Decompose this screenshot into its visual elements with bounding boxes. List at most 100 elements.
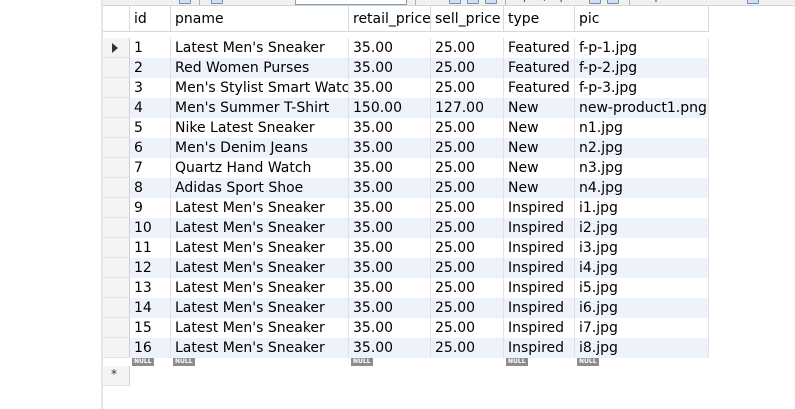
cell-pname[interactable]: Men's Denim Jeans [171, 138, 349, 158]
cell-pname[interactable]: Men's Stylist Smart Watch [171, 78, 349, 98]
cell-pic[interactable]: i3.jpg [575, 238, 709, 258]
row-indicator[interactable] [103, 198, 130, 218]
cell-retail-price[interactable]: 35.00 [349, 78, 431, 98]
export-icon[interactable] [589, 0, 601, 4]
cell-pic[interactable]: i1.jpg [575, 198, 709, 218]
cell-type[interactable]: New [504, 98, 575, 118]
cell-sell-price[interactable]: 25.00 [431, 298, 504, 318]
cell-pname[interactable]: Red Women Purses [171, 58, 349, 78]
cell-pic[interactable]: i4.jpg [575, 258, 709, 278]
cell-sell-price[interactable]: 25.00 [431, 138, 504, 158]
cell-retail-price[interactable]: 35.00 [349, 218, 431, 238]
cell-retail-price[interactable]: 35.00 [349, 38, 431, 58]
cell-pic[interactable]: i7.jpg [575, 318, 709, 338]
edit-row-icon[interactable] [449, 0, 461, 4]
cell-sell-price[interactable]: 25.00 [431, 78, 504, 98]
cell-retail-price[interactable]: 35.00 [349, 318, 431, 338]
insert-row-icon[interactable] [467, 0, 479, 4]
cell-pic[interactable]: f-p-2.jpg [575, 58, 709, 78]
cell-pname[interactable]: Latest Men's Sneaker [171, 318, 349, 338]
table-row[interactable]: 6 Men's Denim Jeans 35.00 25.00 New n2.jpg [103, 138, 709, 158]
null-badge[interactable]: NULL [173, 358, 195, 366]
cell-type[interactable]: Featured [504, 78, 575, 98]
cell-id[interactable]: 1 [130, 38, 171, 58]
cell-type[interactable]: Inspired [504, 238, 575, 258]
cell-id[interactable]: 10 [130, 218, 171, 238]
cell-retail-price[interactable]: 35.00 [349, 238, 431, 258]
cell-pic[interactable]: i2.jpg [575, 218, 709, 238]
row-indicator[interactable] [103, 278, 130, 298]
cell-pic[interactable]: new-product1.png [575, 98, 709, 118]
cell-id[interactable]: 5 [130, 118, 171, 138]
cell-retail-price[interactable]: 35.00 [349, 58, 431, 78]
wrap-cell-icon[interactable] [747, 0, 759, 4]
cell-retail-price[interactable]: 35.00 [349, 138, 431, 158]
row-indicator[interactable] [103, 38, 130, 58]
cell-retail-price[interactable]: 35.00 [349, 278, 431, 298]
cell-id[interactable]: 6 [130, 138, 171, 158]
cell-pname[interactable]: Latest Men's Sneaker [171, 298, 349, 318]
table-row[interactable]: 1 Latest Men's Sneaker 35.00 25.00 Featured f… [103, 38, 709, 58]
table-row[interactable]: 9 Latest Men's Sneaker 35.00 25.00 Inspired i… [103, 198, 709, 218]
table-row[interactable]: 12 Latest Men's Sneaker 35.00 25.00 Inspired… [103, 258, 709, 278]
column-header-id[interactable]: id [130, 6, 171, 32]
table-row[interactable]: 8 Adidas Sport Shoe 35.00 25.00 New n4.jpg [103, 178, 709, 198]
cell-retail-price[interactable]: 35.00 [349, 198, 431, 218]
row-indicator[interactable] [103, 298, 130, 318]
column-header-pic[interactable]: pic [575, 6, 709, 32]
cell-retail-price[interactable]: 35.00 [349, 298, 431, 318]
cell-sell-price[interactable]: 25.00 [431, 318, 504, 338]
row-indicator[interactable] [103, 58, 130, 78]
cell-id[interactable]: 16 [130, 338, 171, 358]
column-header-pname[interactable]: pname [171, 6, 349, 32]
cell-sell-price[interactable]: 127.00 [431, 98, 504, 118]
row-indicator[interactable] [103, 338, 130, 358]
cell-id[interactable]: 13 [130, 278, 171, 298]
grid-view-icon[interactable] [179, 0, 191, 4]
cell-pname[interactable]: Adidas Sport Shoe [171, 178, 349, 198]
cell-pname[interactable]: Latest Men's Sneaker [171, 198, 349, 218]
cell-id[interactable]: 11 [130, 238, 171, 258]
import-icon[interactable] [607, 0, 619, 4]
cell-pic[interactable]: n3.jpg [575, 158, 709, 178]
cell-id[interactable]: 15 [130, 318, 171, 338]
cell-id[interactable]: 3 [130, 78, 171, 98]
cell-pname[interactable]: Nike Latest Sneaker [171, 118, 349, 138]
row-indicator[interactable] [103, 98, 130, 118]
cell-id[interactable]: 2 [130, 58, 171, 78]
cell-retail-price[interactable]: 150.00 [349, 98, 431, 118]
cell-retail-price[interactable]: 35.00 [349, 338, 431, 358]
column-header-type[interactable]: type [504, 6, 575, 32]
cell-id[interactable]: 9 [130, 198, 171, 218]
cell-type[interactable]: Inspired [504, 298, 575, 318]
cell-id[interactable]: 7 [130, 158, 171, 178]
cell-id[interactable]: 14 [130, 298, 171, 318]
cell-sell-price[interactable]: 25.00 [431, 58, 504, 78]
null-badge[interactable]: NULL [506, 358, 528, 366]
cell-pname[interactable]: Latest Men's Sneaker [171, 258, 349, 278]
cell-pic[interactable]: i5.jpg [575, 278, 709, 298]
cell-sell-price[interactable]: 25.00 [431, 258, 504, 278]
cell-type[interactable]: Featured [504, 38, 575, 58]
cell-pic[interactable]: n2.jpg [575, 138, 709, 158]
cell-type[interactable]: New [504, 158, 575, 178]
row-indicator[interactable]: * [103, 366, 130, 386]
null-badge[interactable]: NULL [132, 358, 154, 366]
row-indicator[interactable] [103, 218, 130, 238]
cell-pname[interactable]: Latest Men's Sneaker [171, 338, 349, 358]
table-row[interactable]: 2 Red Women Purses 35.00 25.00 Featured f-p-2… [103, 58, 709, 78]
delete-row-icon[interactable] [485, 0, 497, 4]
column-header-retail-price[interactable]: retail_price [349, 6, 431, 32]
row-indicator[interactable] [103, 78, 130, 98]
cell-pic[interactable]: i8.jpg [575, 338, 709, 358]
cell-pname[interactable]: Latest Men's Sneaker [171, 218, 349, 238]
row-indicator[interactable] [103, 238, 130, 258]
cell-retail-price[interactable]: 35.00 [349, 118, 431, 138]
cell-pname[interactable]: Latest Men's Sneaker [171, 38, 349, 58]
cell-sell-price[interactable]: 25.00 [431, 158, 504, 178]
row-indicator[interactable] [103, 118, 130, 138]
table-row[interactable]: 16 Latest Men's Sneaker 35.00 25.00 Inspired… [103, 338, 709, 358]
table-row[interactable]: 14 Latest Men's Sneaker 35.00 25.00 Inspired… [103, 298, 709, 318]
cell-pname[interactable]: Latest Men's Sneaker [171, 278, 349, 298]
row-indicator[interactable] [103, 178, 130, 198]
